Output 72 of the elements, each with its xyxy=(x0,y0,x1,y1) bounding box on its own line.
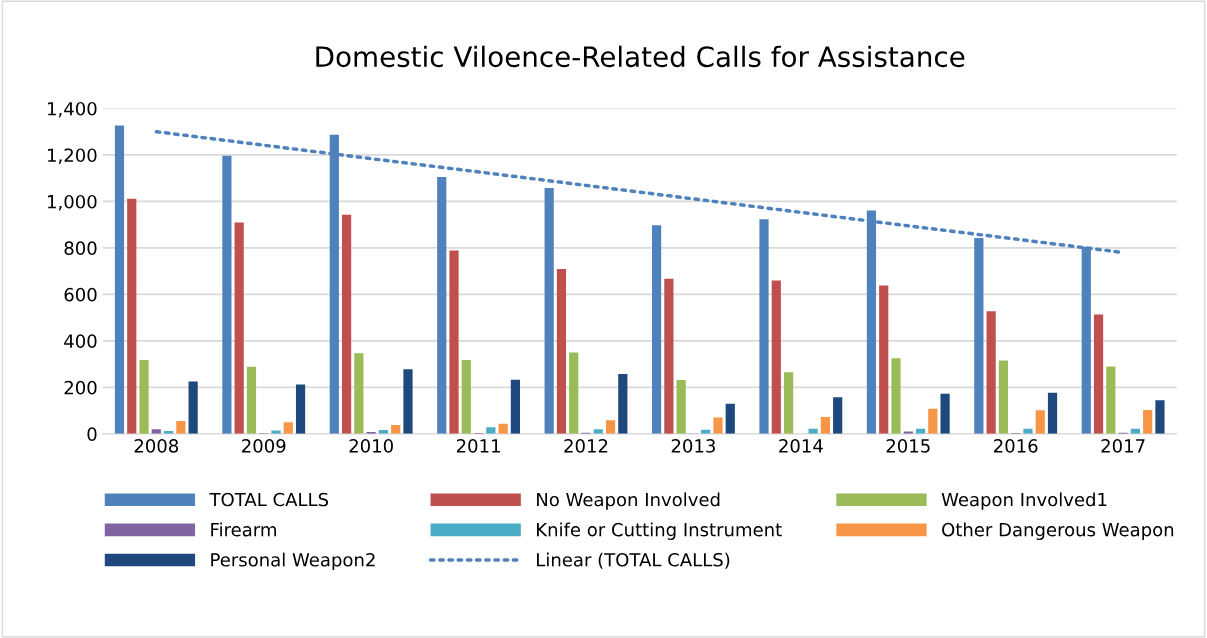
bar xyxy=(176,421,186,434)
bar xyxy=(771,280,781,434)
bar xyxy=(222,155,232,434)
bar xyxy=(605,420,616,434)
bar xyxy=(833,397,843,434)
bar xyxy=(651,225,662,434)
chart-title: Domestic Viloence-Related Calls for Assistance xyxy=(316,45,965,68)
bar xyxy=(759,219,769,434)
bar xyxy=(820,417,830,434)
x-tick-label: 2009 xyxy=(242,439,286,453)
bar xyxy=(449,250,459,434)
bar xyxy=(1143,409,1153,434)
y-tick-label: 0 xyxy=(87,427,97,441)
bar xyxy=(928,408,938,434)
x-tick-label: 2011 xyxy=(456,439,500,453)
x-tick-label: 2017 xyxy=(1101,439,1145,453)
y-tick-label: 400 xyxy=(64,334,97,348)
legend-label: Weapon Involved1 xyxy=(941,492,1107,510)
bar xyxy=(879,285,889,434)
y-tick-label: 1,000 xyxy=(48,194,97,211)
bar xyxy=(713,417,723,434)
bar xyxy=(283,422,293,434)
bar xyxy=(1093,314,1104,434)
bar xyxy=(618,373,628,434)
bar xyxy=(1155,400,1165,434)
bar xyxy=(676,379,686,434)
bar xyxy=(461,359,471,434)
bar xyxy=(1035,410,1045,434)
x-tick-label: 2008 xyxy=(134,439,179,453)
y-tick-label: 1,200 xyxy=(48,148,97,164)
bar xyxy=(403,369,413,434)
bar xyxy=(127,198,137,434)
legend-label: Knife or Cutting Instrument xyxy=(537,522,782,540)
bar xyxy=(188,381,198,434)
bar xyxy=(234,222,244,434)
x-tick-label: 2010 xyxy=(349,439,393,453)
bar xyxy=(1047,392,1058,434)
x-tick-label: 2015 xyxy=(886,439,930,453)
bar xyxy=(114,125,125,434)
bar xyxy=(1106,366,1116,434)
y-tick-label: 1,400 xyxy=(48,101,97,118)
x-tick-label: 2013 xyxy=(671,439,715,453)
y-tick-label: 600 xyxy=(64,287,97,302)
y-tick-label: 200 xyxy=(64,380,97,395)
legend-label: TOTAL CALLS xyxy=(209,492,329,507)
bar xyxy=(940,393,950,434)
bar xyxy=(998,360,1009,434)
bar xyxy=(783,372,794,434)
bar xyxy=(437,177,447,434)
bar xyxy=(725,403,735,434)
legend-label: Linear (TOTAL CALLS) xyxy=(537,552,730,569)
bar xyxy=(544,187,554,434)
bar xyxy=(891,358,901,434)
bar xyxy=(246,366,257,434)
bar xyxy=(556,269,567,434)
legend-label: Personal Weapon2 xyxy=(211,552,375,571)
bar xyxy=(510,379,521,434)
legend-label: No Weapon Involved xyxy=(537,492,720,510)
bar xyxy=(295,384,306,434)
x-tick-label: 2012 xyxy=(564,439,608,453)
x-tick-label: 2014 xyxy=(779,439,823,453)
legend-label: Firearm xyxy=(211,522,276,537)
y-tick-label: 800 xyxy=(64,241,97,256)
legend-label: Other Dangerous Weapon xyxy=(942,522,1174,540)
bar xyxy=(139,359,149,434)
bar xyxy=(986,311,996,434)
x-tick-label: 2016 xyxy=(994,439,1038,453)
bar xyxy=(664,278,674,434)
bar xyxy=(354,353,364,434)
bar xyxy=(486,427,496,434)
bar xyxy=(569,352,579,434)
bar xyxy=(341,214,352,434)
